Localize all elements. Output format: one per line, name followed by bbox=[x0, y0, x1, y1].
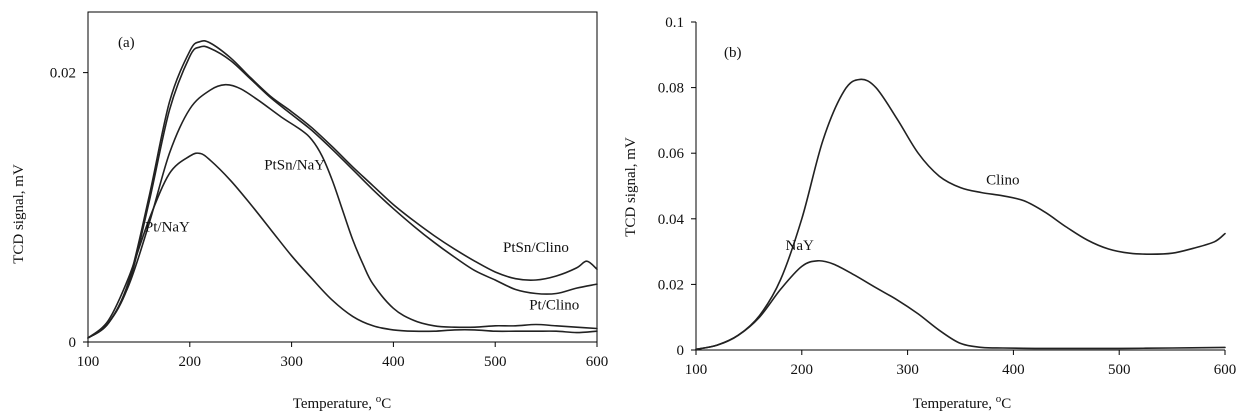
series-line-pt-clino bbox=[87, 45, 598, 339]
series-line-nay bbox=[695, 259, 1226, 351]
x-axis-title-b-unit: C bbox=[1001, 396, 1011, 412]
panel-label-a: (a) bbox=[118, 35, 135, 51]
series-label-pt-nay: Pt/NaY bbox=[145, 220, 190, 236]
chart-panel-a: (a) TCD signal, mV Temperature, oC 100 20… bbox=[11, 11, 609, 412]
x-tick-label-a-400: 400 bbox=[382, 354, 405, 370]
series-label-clino: Clino bbox=[986, 172, 1019, 188]
y-tick-label-b-1: 0.02 bbox=[658, 277, 684, 293]
x-tick-label-a-200: 200 bbox=[179, 354, 202, 370]
x-axis-title-a-degree: o bbox=[376, 393, 382, 405]
y-tick-label-b-2: 0.04 bbox=[658, 212, 685, 228]
plot-frame-a bbox=[87, 11, 598, 343]
x-tick-label-a-600: 600 bbox=[586, 354, 609, 370]
x-tick-label-a-500: 500 bbox=[484, 354, 507, 370]
y-tick-label-a-1: 0.02 bbox=[50, 66, 76, 82]
y-tick-label-a-0: 0 bbox=[69, 335, 77, 351]
y-tick-label-b-3: 0.06 bbox=[658, 146, 685, 162]
x-tick-label-b-400: 400 bbox=[1002, 362, 1025, 378]
x-tick-label-b-600: 600 bbox=[1214, 362, 1237, 378]
y-tick-label-b-4: 0.08 bbox=[658, 81, 684, 97]
x-tick-label-b-500: 500 bbox=[1108, 362, 1131, 378]
x-tick-label-b-300: 300 bbox=[896, 362, 919, 378]
series-line-pt-nay bbox=[87, 152, 598, 339]
y-axis-title-a: TCD signal, mV bbox=[11, 164, 27, 264]
x-axis-title-a-text: Temperature, bbox=[293, 396, 376, 412]
x-axis-title-a: Temperature, oC bbox=[293, 393, 392, 412]
x-tick-label-b-100: 100 bbox=[685, 362, 708, 378]
y-tick-label-b-0: 0 bbox=[677, 343, 685, 359]
x-tick-label-b-200: 200 bbox=[791, 362, 814, 378]
x-axis-title-b: Temperature, oC bbox=[913, 393, 1012, 412]
series-line-clino bbox=[695, 78, 1226, 351]
series-label-pt-clino: Pt/Clino bbox=[529, 298, 579, 314]
series-label-nay: NaY bbox=[786, 238, 814, 254]
y-axis-title-b: TCD signal, mV bbox=[623, 137, 639, 237]
chart-panel-b: (b) TCD signal, mV Temperature, oC 100 20… bbox=[623, 15, 1236, 412]
series-label-ptsn-nay: PtSn/NaY bbox=[264, 158, 325, 174]
x-tick-label-a-100: 100 bbox=[77, 354, 100, 370]
series-line-ptsn-nay bbox=[87, 83, 598, 339]
series-label-ptsn-clino: PtSn/Clino bbox=[503, 240, 569, 256]
x-axis-title-a-unit: C bbox=[381, 396, 391, 412]
x-tick-label-a-300: 300 bbox=[280, 354, 303, 370]
x-axis-title-b-degree: o bbox=[996, 393, 1002, 405]
y-tick-label-b-5: 0.1 bbox=[665, 15, 684, 31]
panel-label-b: (b) bbox=[724, 45, 742, 61]
x-axis-title-b-text: Temperature, bbox=[913, 396, 996, 412]
series-line-ptsn-clino bbox=[87, 39, 598, 339]
